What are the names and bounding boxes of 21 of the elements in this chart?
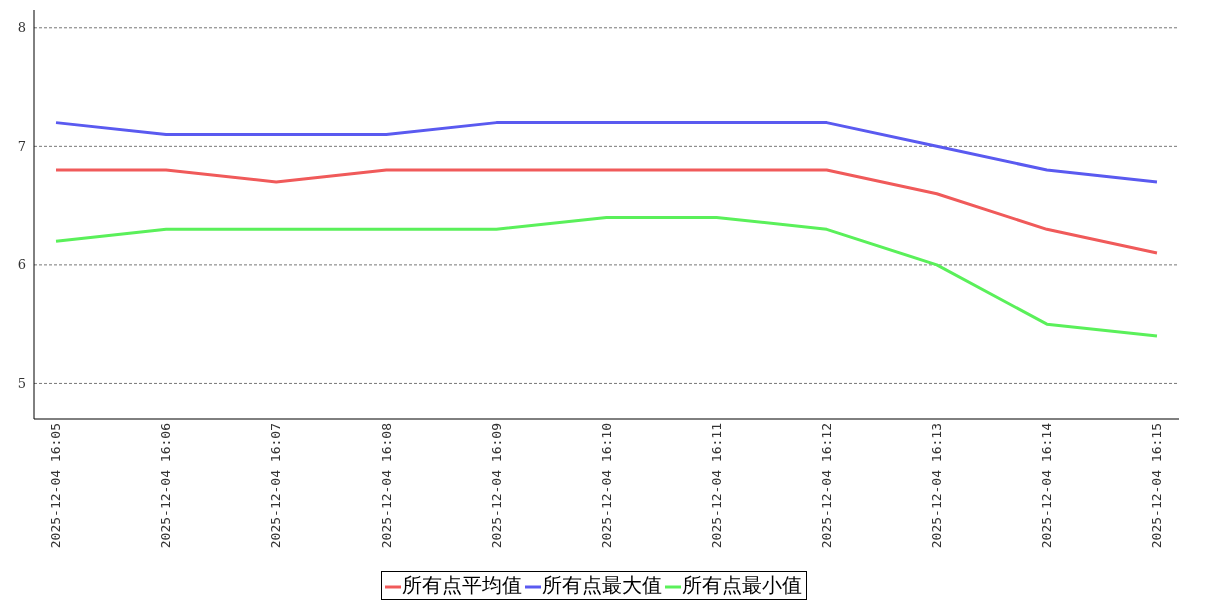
- legend-label: 所有点最小值: [681, 573, 802, 597]
- x-tick-label: 2025-12-04 16:08: [378, 423, 394, 549]
- y-tick-label: 8: [17, 20, 26, 36]
- x-tick-label: 2025-12-04 16:07: [268, 423, 284, 549]
- y-tick-label: 5: [17, 376, 26, 392]
- line-series: [54, 215, 1159, 338]
- y-tick-label: 6: [17, 257, 26, 273]
- x-tick-label: 2025-12-04 16:06: [158, 423, 174, 549]
- x-tick-label: 2025-12-04 16:10: [598, 423, 614, 549]
- x-tick-label: 2025-12-04 16:09: [488, 423, 504, 549]
- x-tick-label: 2025-12-04 16:12: [818, 423, 834, 549]
- x-tick-label: 2025-12-04 16:05: [48, 423, 64, 549]
- line-series: [54, 168, 1159, 255]
- x-tick-label: 2025-12-04 16:11: [708, 423, 724, 549]
- x-tick-label: 2025-12-04 16:14: [1039, 422, 1055, 549]
- x-tick-label: 2025-12-04 16:13: [929, 423, 945, 549]
- legend-label: 所有点平均值: [401, 573, 522, 597]
- x-tick-label: 2025-12-04 16:15: [1149, 423, 1165, 549]
- line-series: [54, 121, 1159, 184]
- legend-label: 所有点最大值: [541, 573, 662, 597]
- y-tick-label: 7: [17, 138, 26, 154]
